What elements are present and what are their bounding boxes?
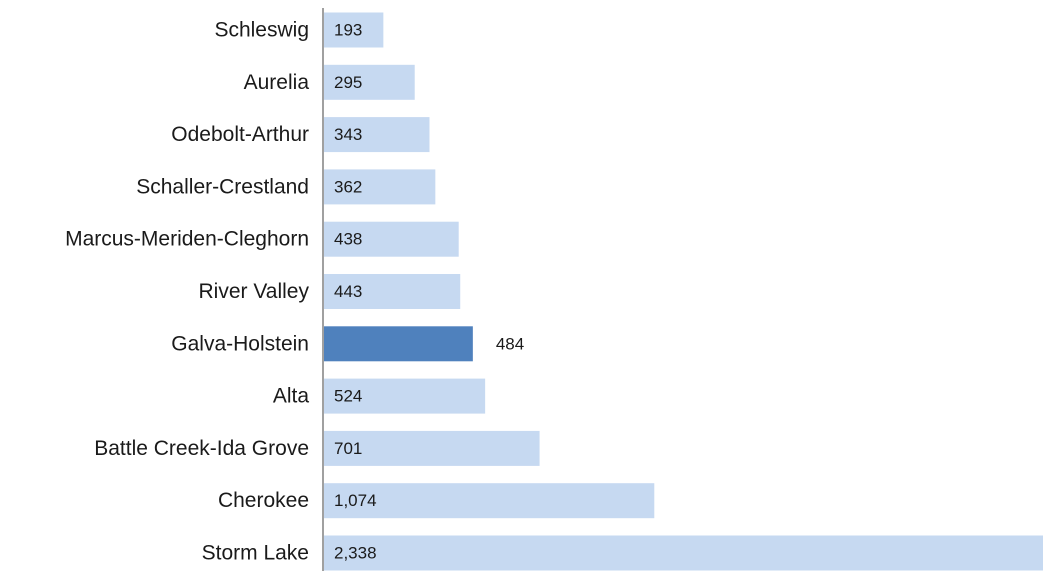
value-label-river-valley: 443 xyxy=(334,282,362,301)
category-label-alta: Alta xyxy=(273,385,310,408)
bars-group: Schleswig 193 Aurelia 295 Odebolt-Arthur 343 S… xyxy=(65,13,1043,571)
category-label-marcus-meriden-cleghorn: Marcus-Meriden-Cleghorn xyxy=(65,228,309,251)
bar-galva-holstein xyxy=(324,326,473,361)
bar-storm-lake xyxy=(324,536,1043,571)
category-label-galva-holstein: Galva-Holstein xyxy=(171,332,309,355)
value-label-storm-lake: 2,338 xyxy=(334,544,377,563)
value-label-alta: 524 xyxy=(334,387,362,406)
category-label-aurelia: Aurelia xyxy=(244,71,310,94)
value-label-schleswig: 193 xyxy=(334,21,362,40)
value-label-odebolt-arthur: 343 xyxy=(334,125,362,144)
value-label-aurelia: 295 xyxy=(334,73,362,92)
category-label-schaller-crestland: Schaller-Crestland xyxy=(136,175,309,198)
value-label-marcus-meriden-cleghorn: 438 xyxy=(334,230,362,249)
category-label-battle-creek-ida-grove: Battle Creek-Ida Grove xyxy=(94,437,309,460)
category-label-schleswig: Schleswig xyxy=(214,19,309,42)
category-label-river-valley: River Valley xyxy=(199,280,310,303)
value-label-schaller-crestland: 362 xyxy=(334,177,362,196)
category-label-storm-lake: Storm Lake xyxy=(202,542,309,565)
value-label-battle-creek-ida-grove: 701 xyxy=(334,439,362,458)
category-label-cherokee: Cherokee xyxy=(218,489,309,512)
value-label-galva-holstein: 484 xyxy=(496,334,524,353)
category-label-odebolt-arthur: Odebolt-Arthur xyxy=(171,123,309,146)
value-label-cherokee: 1,074 xyxy=(334,491,377,510)
